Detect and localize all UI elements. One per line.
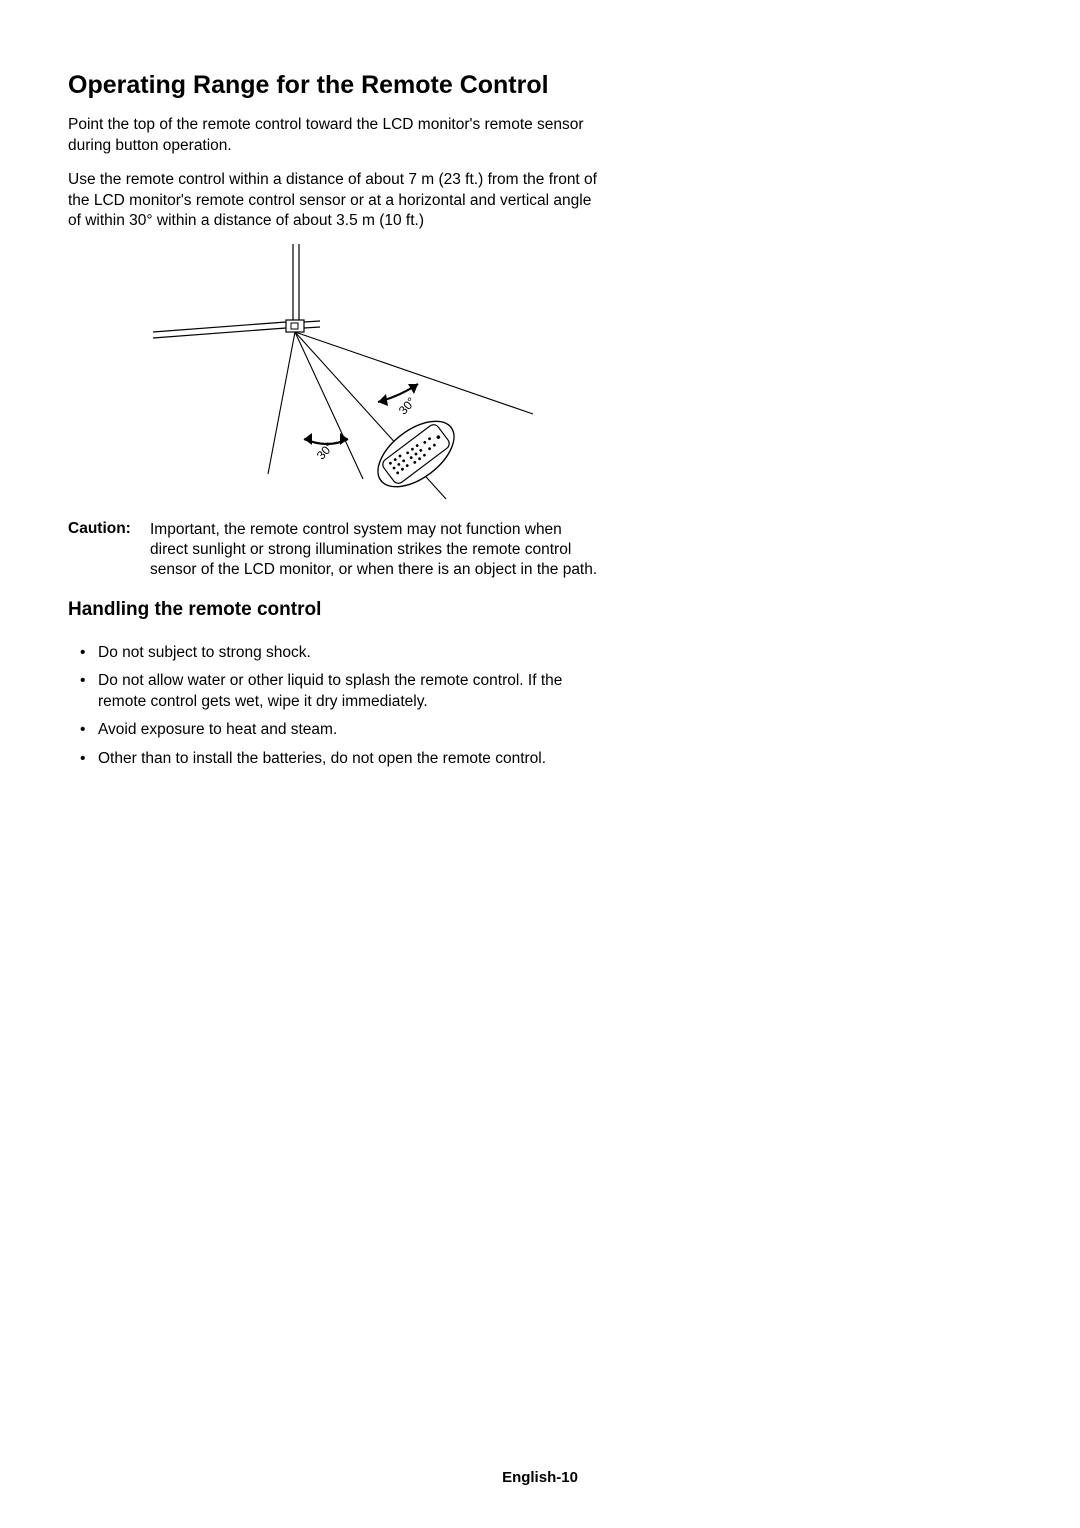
intro-paragraph-2: Use the remote control within a distance…: [68, 170, 598, 231]
caution-text: Important, the remote control system may…: [150, 520, 598, 581]
caution-block: Caution: Important, the remote control s…: [68, 520, 598, 581]
page-footer: English-10: [0, 1469, 1080, 1486]
handling-list: Do not subject to strong shock. Do not a…: [68, 643, 598, 769]
subheading: Handling the remote control: [68, 599, 598, 621]
list-item: Other than to install the batteries, do …: [68, 749, 598, 769]
list-item: Do not allow water or other liquid to sp…: [68, 671, 598, 712]
page-title: Operating Range for the Remote Control: [68, 70, 598, 101]
list-item: Avoid exposure to heat and steam.: [68, 720, 598, 740]
list-item: Do not subject to strong shock.: [68, 643, 598, 663]
diagram-svg: [68, 244, 598, 514]
remote-range-diagram: 30° 30°: [68, 244, 598, 514]
content-column: Operating Range for the Remote Control P…: [68, 70, 598, 769]
page: Operating Range for the Remote Control P…: [0, 0, 1080, 1528]
intro-paragraph-1: Point the top of the remote control towa…: [68, 115, 598, 156]
caution-label: Caution:: [68, 520, 150, 581]
